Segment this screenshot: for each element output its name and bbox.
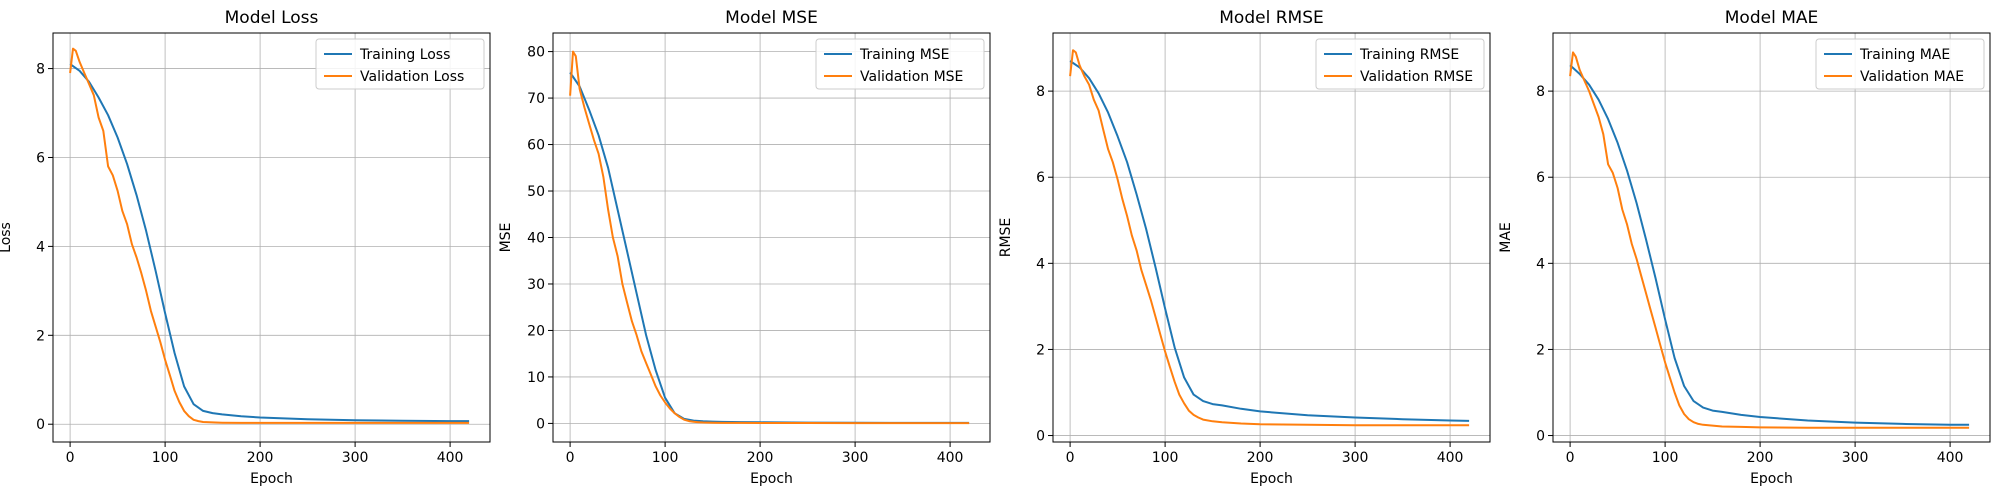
- x-tick-label: 200: [247, 450, 274, 466]
- y-tick-label: 2: [1536, 342, 1545, 358]
- x-axis-label: Epoch: [750, 471, 793, 487]
- legend: Training MAE Validation MAE: [1815, 38, 1985, 90]
- y-axis-label: MAE: [1498, 222, 1514, 253]
- chart-title: Model RMSE: [1219, 8, 1323, 28]
- y-tick-label: 4: [36, 239, 45, 255]
- legend: Training RMSE Validation RMSE: [1315, 38, 1485, 90]
- y-tick-label: 0: [36, 417, 45, 433]
- series-line-validation-rmse: [1069, 49, 1470, 427]
- y-tick-label: 8: [1036, 84, 1045, 100]
- chart-model-loss: 0 100 200 300 400 0 2 4 6 8 Model Loss Epoch Loss Tra…: [0, 8, 491, 487]
- legend-label-validation-mse: Validation MSE: [860, 69, 963, 85]
- y-tick-label: 10: [527, 370, 545, 386]
- y-tick-label: 6: [1036, 170, 1045, 186]
- x-tick-label: 300: [1842, 450, 1869, 466]
- x-tick-label: 400: [1437, 450, 1464, 466]
- legend: Training Loss Validation Loss: [315, 38, 485, 90]
- series-line-validation-mae: [1569, 51, 1970, 429]
- chart-title: Model Loss: [225, 8, 319, 28]
- axes-frame: [1052, 32, 1491, 443]
- y-tick-label: 4: [1536, 256, 1545, 272]
- x-tick-label: 0: [1566, 450, 1575, 466]
- y-tick-label: 8: [36, 62, 45, 78]
- legend-label-training-rmse: Training RMSE: [1359, 47, 1459, 63]
- legend-box: [815, 38, 985, 90]
- y-axis-label: Loss: [0, 222, 14, 253]
- x-axis-label: Epoch: [1750, 471, 1793, 487]
- series-line-validation-mse: [569, 50, 970, 425]
- x-tick-label: 100: [652, 450, 679, 466]
- y-tick-label: 2: [1036, 342, 1045, 358]
- legend-label-training-loss: Training Loss: [359, 47, 450, 63]
- series-line-training-loss: [69, 63, 470, 423]
- legend-label-validation-loss: Validation Loss: [360, 69, 464, 85]
- y-tick-label: 80: [527, 45, 545, 61]
- y-tick-label: 0: [1036, 429, 1045, 445]
- series-line-validation-loss: [69, 47, 470, 424]
- chart-model-mse: 0 100 200 300 400 0 10 20 30 40 50 60 70 80 Model MSE E…: [498, 8, 991, 487]
- x-tick-label: 200: [1747, 450, 1774, 466]
- legend-label-validation-mae: Validation MAE: [1860, 69, 1964, 85]
- x-tick-label: 200: [747, 450, 774, 466]
- x-tick-label: 300: [1342, 450, 1369, 466]
- x-tick-label: 0: [1066, 450, 1075, 466]
- y-tick-label: 50: [527, 184, 545, 200]
- chart-title: Model MAE: [1725, 8, 1818, 28]
- x-tick-label: 400: [1937, 450, 1964, 466]
- y-tick-label: 8: [1536, 84, 1545, 100]
- chart-title: Model MSE: [725, 8, 818, 28]
- y-tick-label: 70: [527, 91, 545, 107]
- x-tick-label: 400: [937, 450, 964, 466]
- axes-frame: [1552, 32, 1991, 443]
- y-tick-label: 4: [1036, 256, 1045, 272]
- y-tick-label: 0: [536, 416, 545, 432]
- chart-model-mae: 0 100 200 300 400 0 2 4 6 8 Model MAE Epoch MAE Train…: [1498, 8, 1991, 487]
- x-tick-label: 300: [842, 450, 869, 466]
- y-tick-label: 2: [36, 328, 45, 344]
- series-line-training-mae: [1569, 64, 1970, 426]
- y-tick-label: 60: [527, 138, 545, 154]
- legend-label-validation-rmse: Validation RMSE: [1360, 69, 1473, 85]
- legend-box: [1315, 38, 1485, 90]
- legend-box: [315, 38, 485, 90]
- x-tick-label: 100: [152, 450, 179, 466]
- x-tick-label: 200: [1247, 450, 1274, 466]
- y-tick-label: 6: [1536, 170, 1545, 186]
- chart-model-rmse: 0 100 200 300 400 0 2 4 6 8 Model RMSE Epoch RMSE Tra…: [998, 8, 1491, 487]
- y-axis-label: RMSE: [998, 218, 1014, 258]
- y-tick-label: 20: [527, 323, 545, 339]
- legend-label-training-mse: Training MSE: [859, 47, 950, 63]
- x-tick-label: 400: [437, 450, 464, 466]
- series-line-training-rmse: [1069, 60, 1470, 422]
- legend: Training MSE Validation MSE: [815, 38, 985, 90]
- legend-box: [1815, 38, 1985, 90]
- x-tick-label: 0: [566, 450, 575, 466]
- y-tick-label: 40: [527, 231, 545, 247]
- x-axis-label: Epoch: [1250, 471, 1293, 487]
- x-tick-label: 300: [342, 450, 369, 466]
- series-line-training-mse: [569, 71, 970, 424]
- legend-label-training-mae: Training MAE: [1859, 47, 1950, 63]
- axes-frame: [52, 32, 491, 443]
- x-tick-label: 100: [1152, 450, 1179, 466]
- y-tick-label: 0: [1536, 429, 1545, 445]
- x-tick-label: 100: [1652, 450, 1679, 466]
- y-tick-label: 30: [527, 277, 545, 293]
- y-axis-label: MSE: [498, 223, 514, 253]
- x-axis-label: Epoch: [250, 471, 293, 487]
- y-tick-label: 6: [36, 150, 45, 166]
- x-tick-label: 0: [66, 450, 75, 466]
